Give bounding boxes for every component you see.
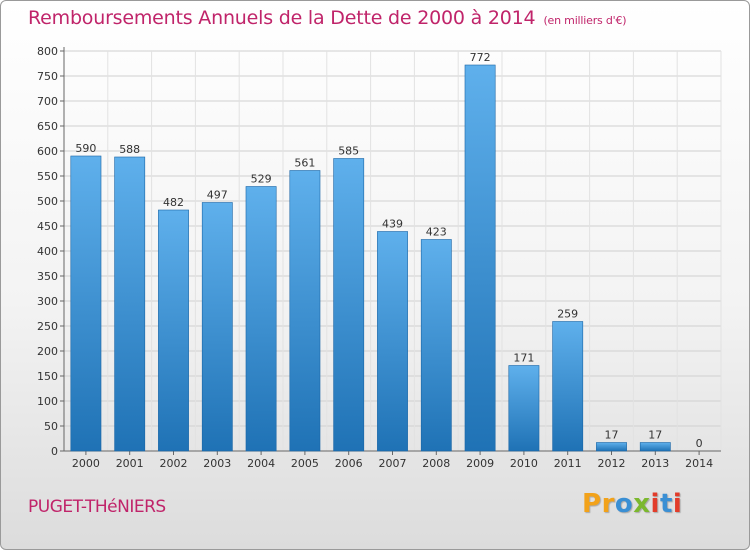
x-tick-label: 2008 [422,457,450,470]
commune-name: PUGET-THéNIERS [28,497,166,517]
x-tick-label: 2013 [641,457,669,470]
y-tick-label: 400 [37,245,58,258]
data-label: 439 [382,218,403,231]
x-tick-label: 2010 [510,457,538,470]
bar [464,64,496,452]
y-tick-label: 0 [51,445,58,458]
x-tick-label: 2002 [160,457,188,470]
data-label: 482 [163,196,184,209]
x-tick-label: 2009 [466,457,494,470]
y-tick-label: 150 [37,370,58,383]
data-label: 529 [251,173,272,186]
bar [508,365,540,452]
data-label: 590 [75,142,96,155]
data-label: 772 [470,51,491,64]
data-label: 171 [513,352,534,365]
bar [70,155,102,452]
y-tick-label: 500 [37,195,58,208]
unit-note: (en milliers d'€) [543,14,627,27]
bar [158,209,189,452]
y-tick-label: 550 [37,170,58,183]
proxiti-logo: Proxiti [582,489,682,519]
x-tick-label: 2012 [598,457,626,470]
logo-letter: t [659,489,673,519]
y-tick-label: 750 [37,70,58,83]
bar [114,156,146,452]
y-tick-label: 300 [37,295,58,308]
bar [377,231,408,452]
y-tick-label: 50 [44,420,58,433]
bar [201,202,233,452]
x-tick-label: 2003 [203,457,231,470]
y-tick-label: 650 [37,120,58,133]
bar [639,442,671,452]
bar [245,186,277,452]
data-label: 585 [338,145,359,158]
x-tick-label: 2004 [247,457,275,470]
logo-letter: o [614,489,634,519]
bar [596,442,627,452]
data-label: 17 [648,429,662,442]
logo-letter: r [601,489,615,519]
data-label: 259 [557,308,578,321]
x-tick-label: 2005 [291,457,319,470]
data-label: 423 [426,226,447,239]
bars [70,64,671,452]
logo-letter: x [633,489,651,519]
x-tick-label: 2011 [554,457,582,470]
chart-title-text: Remboursements Annuels de la Dette de 20… [28,7,536,29]
labels: 590 2000 588 2001 482 2002 497 2003 529 2004 561 20… [72,51,713,470]
data-label: 588 [119,143,140,156]
y-tick-label: 250 [37,320,58,333]
bar [333,158,365,452]
x-tick-label: 2006 [335,457,363,470]
x-tick-label: 2014 [685,457,713,470]
logo-letter: i [650,489,660,519]
logo-letter: P [582,489,602,519]
x-tick-label: 2007 [379,457,407,470]
y-tick-label: 350 [37,270,58,283]
y-tick-label: 200 [37,345,58,358]
y-tick-label: 100 [37,395,58,408]
x-tick-label: 2001 [116,457,144,470]
chart-title: Remboursements Annuels de la Dette de 20… [28,7,627,29]
bar [420,239,452,452]
data-label: 497 [207,189,228,202]
y-tick-label: 700 [37,95,58,108]
data-label: 17 [605,429,619,442]
bar [552,321,584,452]
data-label: 561 [294,157,315,170]
y-tick-label: 600 [37,145,58,158]
bar [289,170,321,452]
y-tick-label: 450 [37,220,58,233]
x-tick-label: 2000 [72,457,100,470]
logo-letter: i [672,489,683,519]
data-label: 0 [696,437,703,450]
y-tick-label: 800 [37,45,58,58]
